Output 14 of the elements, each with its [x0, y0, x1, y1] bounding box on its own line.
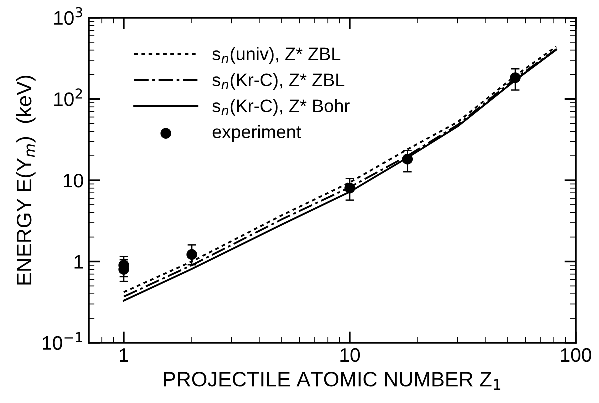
x-axis-title: PROJECTILE ATOMIC NUMBER Z$_{1}$	[164, 372, 501, 390]
y-tick-label: 10$^{2}$	[54, 88, 82, 106]
y-tick-label: 10$^{3}$	[54, 7, 82, 26]
legend-label: s$_{n}$(univ), Z* ZBL	[212, 47, 341, 64]
y-axis-title: ENERGY E(Y$_{m}$) (keV)	[16, 76, 36, 285]
legend-label: s$_{n}$(Kr-C), Z* Bohr	[212, 99, 350, 116]
x-tick-label: 100	[561, 348, 592, 362]
y-tick-label: 10	[64, 174, 84, 188]
legend-label: experiment	[212, 125, 302, 142]
y-tick-label: 1	[74, 255, 84, 269]
legend-label: s$_{n}$(Kr-C), Z* ZBL	[212, 73, 345, 90]
x-tick-label: 10	[340, 348, 360, 362]
y-tick-label: 10$^{−1}$	[43, 332, 82, 350]
x-tick-label: 1	[120, 348, 128, 362]
